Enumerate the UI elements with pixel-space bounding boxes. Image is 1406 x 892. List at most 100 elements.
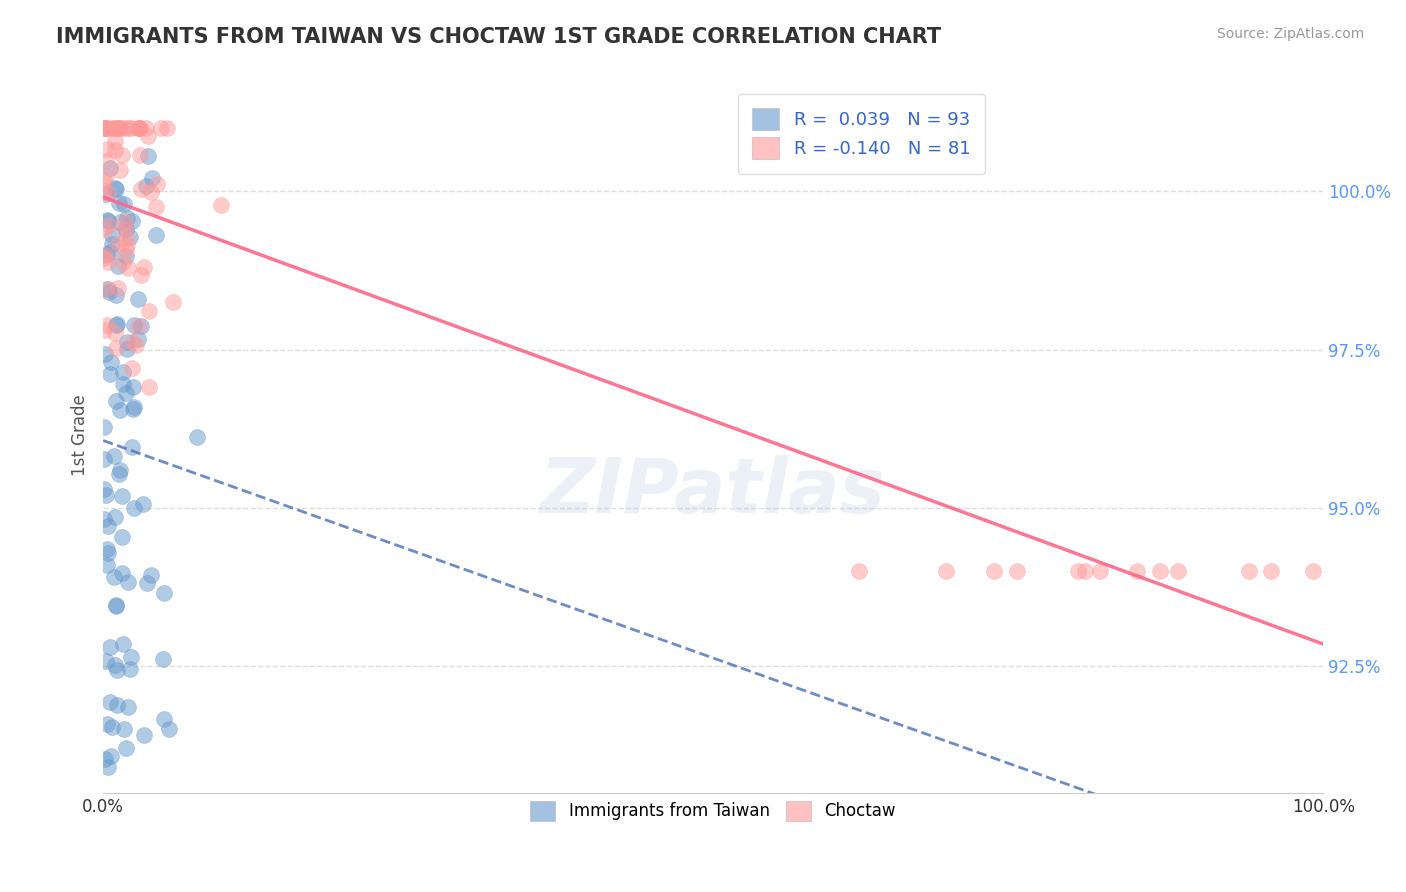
Point: [128, 121, 150, 136]
Text: ZIPatlas: ZIPatlas: [540, 455, 886, 529]
Point: [97, 214, 120, 228]
Point: [115, 231, 138, 245]
Point: [97, 519, 120, 533]
Point: [107, 237, 129, 252]
Point: [118, 229, 141, 244]
Point: [93, 174, 115, 188]
Point: [98, 218, 121, 232]
Point: [93, 451, 115, 466]
Point: [115, 335, 138, 350]
Point: [114, 385, 136, 400]
Point: [93, 251, 115, 265]
Point: [127, 318, 149, 333]
Point: [1067, 564, 1090, 578]
Point: [98, 244, 121, 259]
Point: [111, 566, 134, 580]
Point: [122, 401, 145, 415]
Point: [129, 182, 152, 196]
Point: [98, 640, 121, 654]
Point: [149, 121, 172, 136]
Point: [93, 121, 115, 136]
Point: [1167, 564, 1189, 578]
Point: [141, 568, 163, 582]
Point: [98, 161, 121, 175]
Point: [94, 154, 117, 169]
Point: [107, 259, 129, 273]
Point: [139, 185, 162, 199]
Point: [104, 318, 127, 333]
Point: [121, 361, 143, 376]
Point: [127, 292, 149, 306]
Point: [124, 318, 146, 333]
Point: [103, 569, 125, 583]
Point: [135, 178, 157, 193]
Point: [209, 198, 232, 212]
Point: [1302, 564, 1324, 578]
Point: [104, 143, 127, 157]
Point: [120, 121, 142, 136]
Point: [121, 213, 143, 227]
Point: [96, 541, 118, 556]
Point: [104, 121, 127, 136]
Point: [96, 654, 118, 668]
Point: [114, 215, 136, 229]
Point: [1260, 564, 1282, 578]
Point: [135, 121, 157, 136]
Point: [141, 171, 163, 186]
Point: [117, 700, 139, 714]
Point: [110, 162, 132, 177]
Point: [108, 121, 131, 136]
Legend: Immigrants from Taiwan, Choctaw: Immigrants from Taiwan, Choctaw: [517, 788, 910, 834]
Point: [104, 288, 127, 302]
Point: [103, 121, 125, 136]
Point: [97, 285, 120, 300]
Point: [128, 121, 150, 136]
Point: [93, 323, 115, 337]
Point: [110, 121, 132, 136]
Point: [118, 662, 141, 676]
Point: [104, 182, 127, 196]
Point: [110, 530, 132, 544]
Point: [115, 221, 138, 235]
Point: [98, 121, 121, 136]
Point: [121, 441, 143, 455]
Point: [1090, 564, 1112, 578]
Y-axis label: 1st Grade: 1st Grade: [72, 394, 89, 476]
Point: [121, 334, 143, 349]
Point: [1237, 564, 1260, 578]
Point: [97, 255, 120, 269]
Point: [96, 142, 118, 156]
Point: [935, 564, 957, 578]
Point: [128, 121, 150, 136]
Point: [97, 546, 120, 560]
Point: [94, 121, 117, 136]
Point: [848, 564, 870, 578]
Point: [105, 317, 128, 331]
Point: [97, 760, 120, 774]
Point: [114, 221, 136, 235]
Point: [96, 121, 118, 136]
Point: [136, 576, 159, 591]
Point: [100, 236, 122, 251]
Point: [103, 450, 125, 464]
Point: [104, 510, 127, 524]
Point: [94, 752, 117, 766]
Point: [98, 367, 121, 381]
Point: [138, 379, 160, 393]
Point: [104, 598, 127, 612]
Point: [97, 282, 120, 296]
Point: [129, 319, 152, 334]
Point: [93, 512, 115, 526]
Point: [96, 558, 118, 573]
Point: [100, 355, 122, 369]
Point: [115, 211, 138, 226]
Point: [134, 728, 156, 742]
Point: [104, 599, 127, 614]
Point: [127, 332, 149, 346]
Point: [120, 650, 142, 665]
Point: [145, 200, 167, 214]
Point: [98, 695, 121, 709]
Point: [1074, 564, 1097, 578]
Point: [186, 430, 208, 444]
Point: [96, 717, 118, 731]
